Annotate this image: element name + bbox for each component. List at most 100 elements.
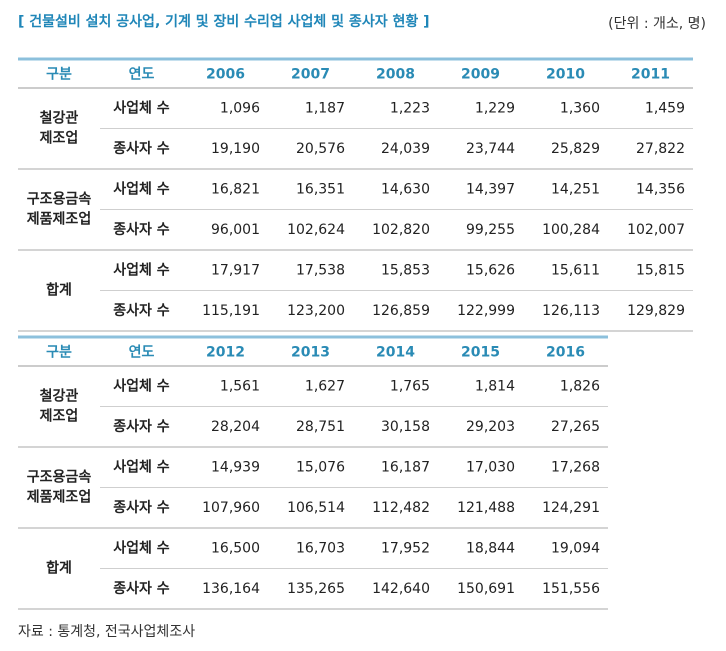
cell-value: 16,500 bbox=[211, 540, 260, 556]
cell-value: 18,844 bbox=[466, 540, 515, 556]
row-label: 사업체 수 bbox=[113, 262, 170, 278]
cell-value: 14,356 bbox=[636, 181, 685, 197]
cell-value: 1,765 bbox=[390, 378, 430, 394]
cell-value: 14,251 bbox=[551, 181, 600, 197]
group-label: 제품제조업 bbox=[27, 490, 91, 506]
header-cell: 2006 bbox=[206, 67, 245, 83]
cell-value: 142,640 bbox=[372, 581, 430, 597]
cell-value: 17,268 bbox=[551, 459, 600, 475]
group-label: 제조업 bbox=[40, 409, 79, 425]
header-cell: 2009 bbox=[461, 67, 500, 83]
cell-value: 28,751 bbox=[296, 419, 345, 435]
cell-value: 1,223 bbox=[390, 100, 430, 116]
cell-value: 17,952 bbox=[381, 540, 430, 556]
header-cell: 2016 bbox=[546, 345, 585, 361]
cell-value: 15,626 bbox=[466, 262, 515, 278]
row-label: 종사자 수 bbox=[113, 222, 170, 238]
cell-value: 27,822 bbox=[636, 141, 685, 157]
cell-value: 16,351 bbox=[296, 181, 345, 197]
cell-value: 17,030 bbox=[466, 459, 515, 475]
cell-value: 126,113 bbox=[542, 303, 600, 319]
cell-value: 1,814 bbox=[475, 378, 515, 394]
header-cell: 2011 bbox=[631, 67, 670, 83]
cell-value: 96,001 bbox=[211, 222, 260, 238]
cell-value: 126,859 bbox=[372, 303, 430, 319]
group-label: 합계 bbox=[46, 560, 72, 577]
cell-value: 151,556 bbox=[542, 581, 600, 597]
cell-value: 1,187 bbox=[305, 100, 345, 116]
cell-value: 20,576 bbox=[296, 141, 345, 157]
cell-value: 115,191 bbox=[202, 303, 260, 319]
header-cell: 연도 bbox=[129, 67, 155, 83]
cell-value: 1,826 bbox=[560, 378, 600, 394]
cell-value: 121,488 bbox=[457, 500, 515, 516]
cell-value: 25,829 bbox=[551, 141, 600, 157]
header-cell: 2013 bbox=[291, 345, 330, 361]
row-label: 종사자 수 bbox=[113, 500, 170, 516]
source: 자료 : 통계청, 전국사업체조사 bbox=[18, 624, 195, 640]
cell-value: 24,039 bbox=[381, 141, 430, 157]
group-label: 철강관 bbox=[40, 388, 79, 405]
unit: (단위 : 개소, 명) bbox=[608, 16, 706, 32]
cell-value: 1,459 bbox=[645, 100, 685, 116]
group-label: 구조용금속 bbox=[27, 192, 92, 208]
cell-value: 136,164 bbox=[202, 581, 260, 597]
row-label: 사업체 수 bbox=[113, 459, 170, 475]
cell-value: 122,999 bbox=[457, 303, 515, 319]
cell-value: 1,561 bbox=[220, 378, 260, 394]
row-label: 종사자 수 bbox=[113, 581, 170, 597]
header-cell: 2008 bbox=[376, 67, 415, 83]
cell-value: 124,291 bbox=[542, 500, 600, 516]
header-cell: 2014 bbox=[376, 345, 415, 361]
header-cell: 2007 bbox=[291, 67, 330, 83]
cell-value: 123,200 bbox=[287, 303, 345, 319]
group-label: 제조업 bbox=[40, 131, 79, 147]
cell-value: 23,744 bbox=[466, 141, 515, 157]
row-label: 사업체 수 bbox=[113, 540, 170, 556]
row-label: 종사자 수 bbox=[113, 419, 170, 435]
cell-value: 15,853 bbox=[381, 262, 430, 278]
row-label: 사업체 수 bbox=[113, 100, 170, 116]
cell-value: 15,076 bbox=[296, 459, 345, 475]
cell-value: 100,284 bbox=[542, 222, 600, 238]
cell-value: 150,691 bbox=[457, 581, 515, 597]
group-label: 제품제조업 bbox=[27, 212, 91, 228]
cell-value: 16,821 bbox=[211, 181, 260, 197]
header-cell: 구분 bbox=[46, 345, 72, 361]
row-label: 종사자 수 bbox=[113, 303, 170, 319]
cell-value: 99,255 bbox=[466, 222, 515, 238]
group-label: 구조용금속 bbox=[27, 470, 92, 486]
group-label: 철강관 bbox=[40, 110, 79, 127]
header-cell: 2015 bbox=[461, 345, 500, 361]
cell-value: 102,820 bbox=[372, 222, 430, 238]
title: [ 건물설비 설치 공사업, 기계 및 장비 수리업 사업체 및 종사자 현황 … bbox=[18, 13, 429, 30]
cell-value: 17,917 bbox=[211, 262, 260, 278]
cell-value: 14,630 bbox=[381, 181, 430, 197]
cell-value: 102,007 bbox=[627, 222, 685, 238]
cell-value: 15,611 bbox=[551, 262, 600, 278]
cell-value: 29,203 bbox=[466, 419, 515, 435]
cell-value: 1,627 bbox=[305, 378, 345, 394]
cell-value: 1,096 bbox=[220, 100, 260, 116]
cell-value: 16,187 bbox=[381, 459, 430, 475]
cell-value: 14,397 bbox=[466, 181, 515, 197]
cell-value: 1,360 bbox=[560, 100, 600, 116]
header-cell: 연도 bbox=[129, 345, 155, 361]
cell-value: 19,094 bbox=[551, 540, 600, 556]
cell-value: 30,158 bbox=[381, 419, 430, 435]
cell-value: 135,265 bbox=[287, 581, 345, 597]
cell-value: 15,815 bbox=[636, 262, 685, 278]
row-label: 종사자 수 bbox=[113, 141, 170, 157]
cell-value: 19,190 bbox=[211, 141, 260, 157]
header-cell: 2012 bbox=[206, 345, 245, 361]
header-cell: 2010 bbox=[546, 67, 585, 83]
cell-value: 102,624 bbox=[287, 222, 345, 238]
cell-value: 1,229 bbox=[475, 100, 515, 116]
cell-value: 107,960 bbox=[202, 500, 260, 516]
cell-value: 106,514 bbox=[287, 500, 345, 516]
cell-value: 16,703 bbox=[296, 540, 345, 556]
row-label: 사업체 수 bbox=[113, 181, 170, 197]
cell-value: 17,538 bbox=[296, 262, 345, 278]
cell-value: 112,482 bbox=[372, 500, 430, 516]
